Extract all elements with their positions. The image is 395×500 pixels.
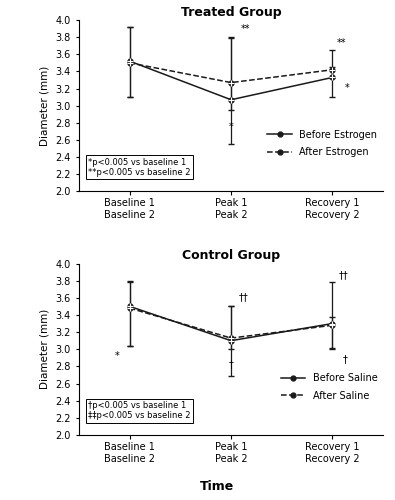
Text: *: * <box>229 122 233 132</box>
Text: †: † <box>342 354 348 364</box>
Y-axis label: Diameter (mm): Diameter (mm) <box>40 309 50 390</box>
Legend: Before Estrogen, After Estrogen: Before Estrogen, After Estrogen <box>263 126 381 161</box>
Text: **: ** <box>337 38 346 48</box>
Text: **: ** <box>241 24 251 34</box>
Text: Time: Time <box>200 480 234 493</box>
Text: ††: †† <box>239 292 249 302</box>
Legend: Before Saline, After Saline: Before Saline, After Saline <box>277 369 381 405</box>
Title: Control Group: Control Group <box>182 250 280 262</box>
Text: †: † <box>229 360 233 370</box>
Text: *p<0.005 vs baseline 1
**p<0.005 vs baseline 2: *p<0.005 vs baseline 1 **p<0.005 vs base… <box>88 158 191 177</box>
Text: *: * <box>344 84 349 94</box>
Title: Treated Group: Treated Group <box>181 6 281 19</box>
Text: †p<0.005 vs baseline 1
‡‡p<0.005 vs baseline 2: †p<0.005 vs baseline 1 ‡‡p<0.005 vs base… <box>88 401 191 420</box>
Text: *: * <box>115 351 120 361</box>
Text: ††: †† <box>339 270 348 280</box>
Y-axis label: Diameter (mm): Diameter (mm) <box>40 66 50 146</box>
